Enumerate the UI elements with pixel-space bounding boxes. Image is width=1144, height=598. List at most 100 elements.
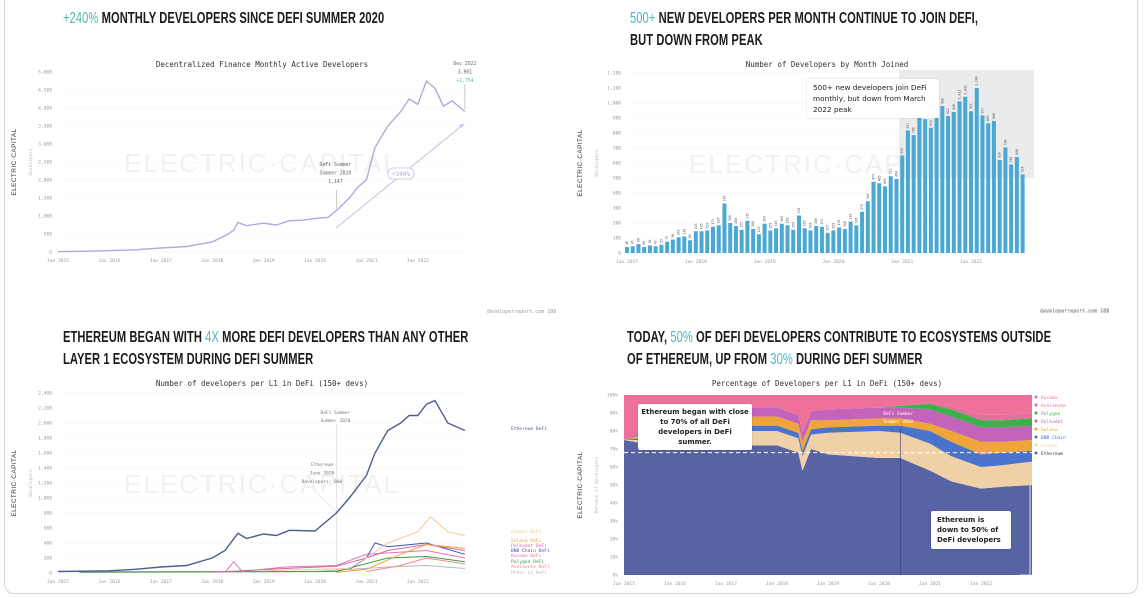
bar [1020, 174, 1025, 253]
bar [1003, 147, 1008, 253]
bar-value-label: 155 [740, 222, 744, 228]
x-tick-label: Jan 2019 [754, 259, 776, 265]
x-tick-label: Jan 2017 [150, 258, 172, 264]
bar [733, 226, 738, 253]
series-label: Polkadot DeFi [511, 543, 547, 549]
y-tick-label: 3,500 [38, 124, 52, 130]
bar-value-label: 75 [665, 236, 669, 240]
bar-value-label: 150 [808, 223, 812, 229]
bar [711, 226, 715, 253]
y-tick-label: 800 [613, 131, 622, 137]
title-highlight: 4X [205, 329, 219, 346]
chart-title: Number of developers per L1 in DeFi (150… [156, 379, 368, 388]
title-text: NEW DEVELOPERS PER MONTH CONTINUE TO JOI… [655, 10, 979, 27]
y-tick-label: 4,000 [38, 106, 52, 112]
y-axis-label: Percent of Developers [594, 456, 600, 513]
y-tick-label: 4,500 [38, 88, 52, 94]
y-tick-label: 0 [49, 250, 52, 256]
y-tick-label: 700 [613, 146, 622, 152]
annotation-defi-summer: DeFi Summer [320, 162, 352, 168]
bar-value-label: 512 [889, 168, 893, 174]
bar-value-label: 165 [774, 220, 778, 226]
bar-value-label: 865 [986, 115, 990, 121]
arrow-head-icon [459, 124, 464, 128]
annotation-ethereum: Developers: 800 [302, 479, 343, 485]
series-label: Cosmos DeFi [511, 529, 542, 535]
bar [659, 244, 664, 253]
series-line-solana-defi [336, 543, 465, 573]
y-tick-label: 500 [44, 232, 53, 238]
y-axis-label: Developers [28, 148, 34, 175]
y-tick-label: 400 [44, 541, 53, 547]
y-tick-label: 1,000 [607, 101, 621, 107]
y-tick-label: 10% [610, 555, 619, 561]
y-tick-label: 1,000 [38, 214, 52, 220]
title-text: MONTHLY DEVELOPERS SINCE DEFI SUMMER 202… [98, 10, 385, 27]
bar-value-label: 195 [780, 216, 784, 222]
bar-value-label: 1,100 [975, 76, 979, 86]
footer-source: developerreport.com 108 [1040, 308, 1110, 314]
bar [883, 186, 887, 253]
annotation-ethereum: June 2020 [310, 471, 335, 477]
bar-value-label: 215 [745, 213, 749, 219]
y-tick-label: 400 [613, 191, 622, 197]
legend-marker [1034, 411, 1038, 415]
bar-value-label: 40 [642, 241, 646, 245]
x-tick-label: Jan 2019 [817, 581, 839, 587]
bar [825, 232, 830, 253]
y-tick-label: 1,800 [38, 436, 52, 442]
panel-title: +240% MONTHLY DEVELOPERS SINCE DEFI SUMM… [63, 8, 384, 30]
y-tick-label: 800 [44, 511, 53, 517]
bar [974, 88, 979, 253]
annotation-defi-summer: Summer 2020 [320, 171, 352, 177]
series-label: Polygon DeFi [511, 559, 544, 565]
bracket [1020, 485, 1031, 576]
legend-marker [1034, 395, 1038, 399]
bar-value-label: 590 [1009, 157, 1013, 163]
legend-label: Polkadot [1041, 419, 1063, 425]
y-tick-label: 600 [44, 526, 53, 532]
bar [791, 229, 796, 253]
title-text-line2: DURING DEFI SUMMER [792, 351, 923, 368]
bar [940, 106, 945, 253]
bar [986, 123, 991, 253]
legend-label: Kusama [1041, 395, 1058, 401]
bar [665, 241, 670, 253]
y-tick-label: 40% [610, 501, 619, 507]
y-tick-label: 2,000 [38, 421, 52, 427]
bar-value-label: 40 [625, 241, 629, 245]
annotation-end: Dec 2022 [453, 61, 476, 67]
y-tick-label: 2,500 [38, 160, 52, 166]
bar-value-label: 275 [860, 204, 864, 210]
brand-logo: ELECTRIC·CAPITAL [11, 449, 18, 516]
bar-value-label: 445 [883, 178, 887, 184]
y-tick-label: 900 [613, 116, 622, 122]
bar-chart: Number of Developers by Month Joined ELEC… [577, 60, 1034, 265]
bar [808, 230, 813, 253]
bar [785, 225, 790, 253]
title-text: ETHEREUM BEGAN WITH [63, 329, 206, 346]
bar [728, 223, 733, 253]
y-tick-label: 2,000 [38, 178, 52, 184]
x-tick-label: Jan 2021 [919, 581, 941, 587]
x-tick-label: Jan 2018 [201, 579, 223, 585]
x-tick-label: Jan 2018 [201, 258, 223, 264]
title-text: OF DEFI DEVELOPERS CONTRIBUTE TO ECOSYST… [692, 329, 1052, 346]
bar-value-label: 940 [952, 104, 956, 110]
y-tick-label: 600 [613, 161, 622, 167]
annotation-defi-summer: Summer 2020 [321, 418, 351, 424]
chart-title: Number of Developers by Month Joined [746, 60, 909, 69]
footer-source: developerreport.com 108 [487, 309, 557, 315]
bar-value-label: 175 [820, 219, 824, 225]
y-tick-label: 1,200 [38, 481, 52, 487]
bar-value-label: 1,011 [958, 90, 962, 100]
series-label: Ethereum DeFi [511, 426, 547, 432]
series-line-ethereum-defi [57, 399, 466, 573]
bar [1014, 157, 1019, 253]
legend-label: Avalanche [1041, 403, 1066, 409]
bar [946, 116, 951, 253]
bar [802, 228, 807, 253]
x-tick-label: Jan 2022 [960, 259, 982, 265]
bar [842, 229, 847, 253]
panel-title: ETHEREUM BEGAN WITH 4X MORE DEFI DEVELOP… [63, 327, 468, 371]
